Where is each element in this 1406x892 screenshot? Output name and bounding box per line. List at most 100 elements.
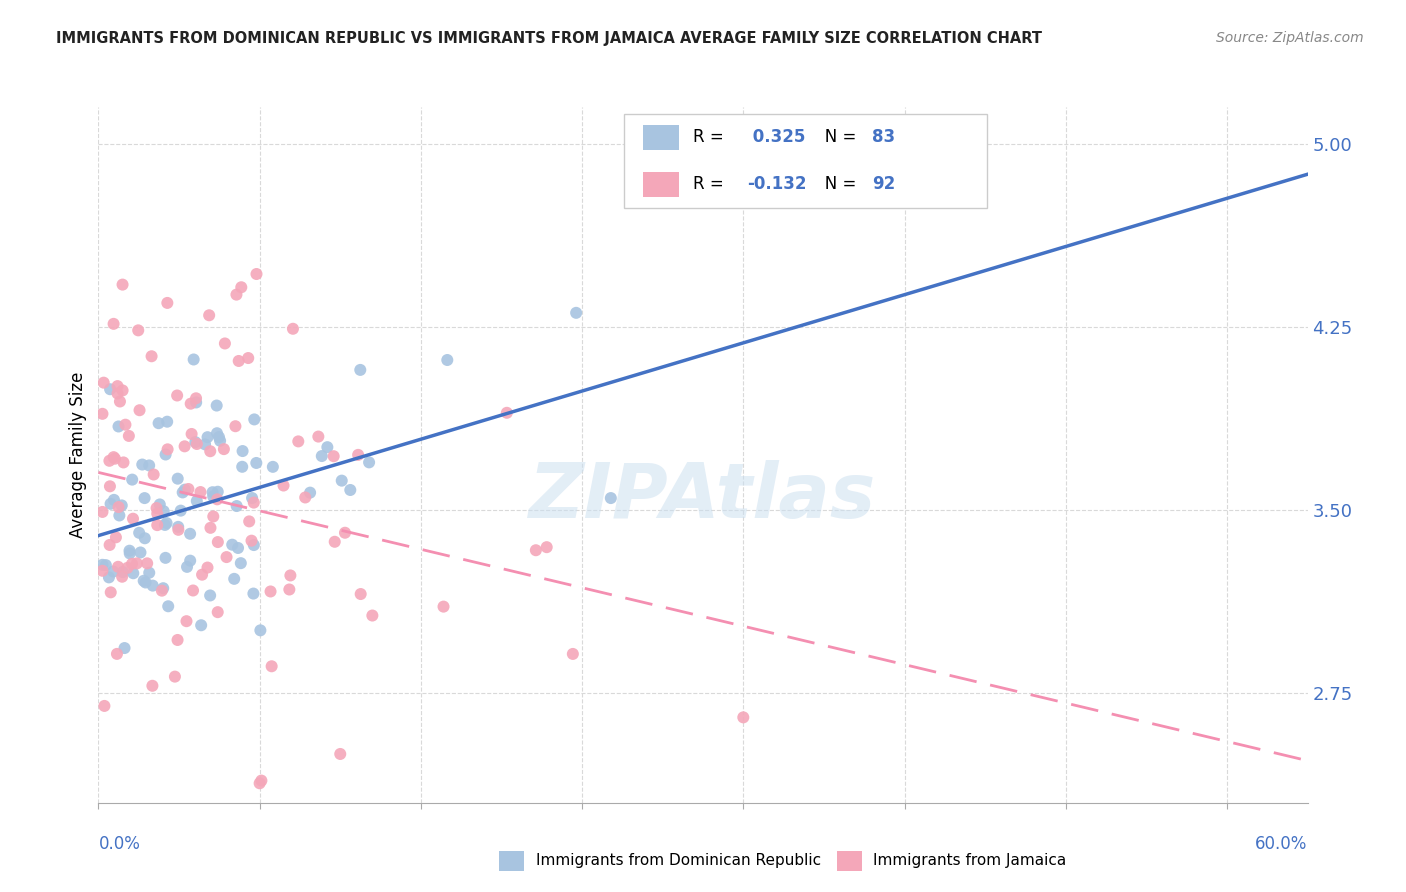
Point xyxy=(347,448,370,462)
Point xyxy=(207,605,229,619)
Point xyxy=(225,499,247,513)
Point xyxy=(599,491,621,505)
Text: Immigrants from Jamaica: Immigrants from Jamaica xyxy=(873,854,1066,868)
Point xyxy=(190,618,212,632)
Point xyxy=(148,416,170,430)
Point xyxy=(91,407,114,421)
Point xyxy=(330,474,353,488)
Point xyxy=(163,670,186,684)
Point xyxy=(142,467,165,482)
Point xyxy=(249,776,271,790)
Point xyxy=(121,557,143,571)
Point xyxy=(179,554,201,568)
Text: 83: 83 xyxy=(872,128,896,146)
Text: 0.0%: 0.0% xyxy=(98,835,141,853)
Point xyxy=(240,533,263,548)
Point xyxy=(156,415,179,429)
Point xyxy=(152,504,174,518)
Point xyxy=(322,449,344,463)
Point xyxy=(103,492,125,507)
Point xyxy=(224,419,246,434)
Point xyxy=(141,679,163,693)
Point xyxy=(112,455,135,469)
Point xyxy=(107,386,129,401)
Point xyxy=(733,710,755,724)
Y-axis label: Average Family Size: Average Family Size xyxy=(69,372,87,538)
Point xyxy=(103,317,125,331)
Point xyxy=(260,659,283,673)
Point xyxy=(281,322,304,336)
Point xyxy=(242,586,264,600)
Point xyxy=(107,379,129,393)
Text: -0.132: -0.132 xyxy=(747,176,806,194)
Point xyxy=(311,449,333,463)
Point xyxy=(138,458,160,473)
Text: R =: R = xyxy=(693,176,730,194)
Point xyxy=(202,509,225,524)
Point xyxy=(166,472,188,486)
Point xyxy=(111,384,134,398)
Point xyxy=(142,579,165,593)
Point xyxy=(323,534,346,549)
Point xyxy=(262,459,284,474)
Point xyxy=(183,352,205,367)
Point xyxy=(146,507,169,521)
Point xyxy=(240,491,263,505)
Point xyxy=(238,515,260,529)
Point xyxy=(122,566,145,581)
Point xyxy=(103,450,125,464)
Point xyxy=(229,556,252,570)
Point xyxy=(107,559,129,574)
Text: ZIPAtlas: ZIPAtlas xyxy=(529,459,877,533)
Point xyxy=(201,485,224,500)
Point xyxy=(436,353,458,368)
Point xyxy=(278,582,301,597)
Point xyxy=(107,419,129,434)
Point xyxy=(214,336,236,351)
Point xyxy=(145,501,167,516)
Text: Source: ZipAtlas.com: Source: ZipAtlas.com xyxy=(1216,31,1364,45)
Point xyxy=(108,508,131,523)
Point xyxy=(121,473,143,487)
Point xyxy=(149,498,172,512)
Point xyxy=(131,458,153,472)
Point xyxy=(97,570,120,584)
Point xyxy=(198,308,221,322)
Point xyxy=(191,567,214,582)
Point xyxy=(122,512,145,526)
Point xyxy=(100,497,122,511)
Point xyxy=(200,521,222,535)
Point xyxy=(243,412,266,426)
Point xyxy=(329,747,352,761)
Point xyxy=(350,587,373,601)
Point xyxy=(245,267,267,281)
Point xyxy=(98,479,121,493)
Point xyxy=(105,647,128,661)
Point xyxy=(181,583,204,598)
Point xyxy=(333,525,356,540)
Point xyxy=(231,459,253,474)
Point xyxy=(136,557,159,571)
Point xyxy=(294,491,316,505)
Text: 0.325: 0.325 xyxy=(747,128,806,146)
Point xyxy=(561,647,583,661)
Text: N =: N = xyxy=(808,128,862,146)
Point xyxy=(228,354,250,368)
Point xyxy=(173,439,195,453)
Point xyxy=(184,392,207,406)
Point xyxy=(138,566,160,580)
Point xyxy=(98,454,121,468)
Point xyxy=(197,560,219,574)
Point xyxy=(186,494,208,508)
Text: Immigrants from Dominican Republic: Immigrants from Dominican Republic xyxy=(536,854,821,868)
Point xyxy=(93,376,115,390)
Point xyxy=(212,442,235,457)
Point xyxy=(179,526,201,541)
Point xyxy=(245,456,267,470)
Point xyxy=(198,589,221,603)
Point xyxy=(226,541,249,555)
Point xyxy=(186,437,208,451)
Point xyxy=(190,485,212,500)
Point xyxy=(114,641,136,656)
Point xyxy=(280,568,302,582)
